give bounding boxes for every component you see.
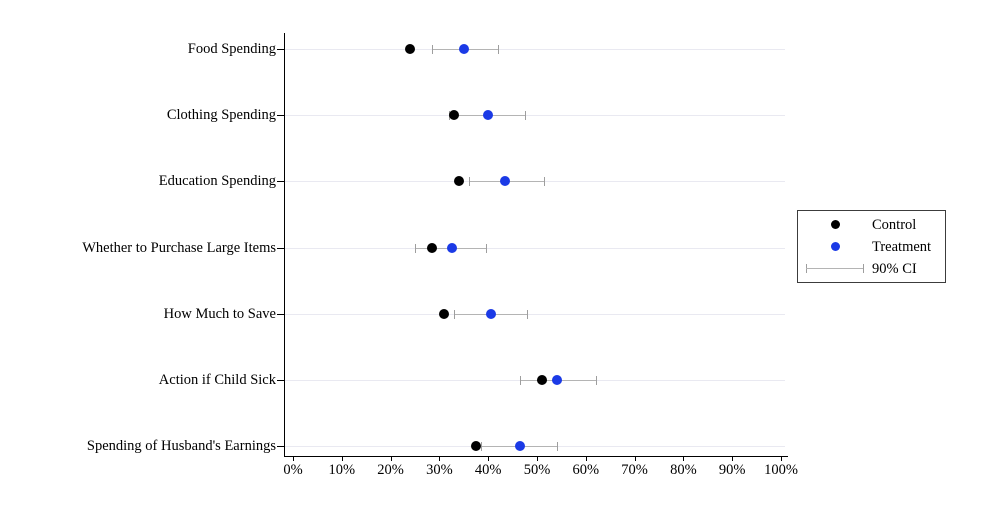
treatment-dot — [483, 110, 494, 121]
category-label: Education Spending — [158, 173, 276, 190]
x-tick — [732, 456, 734, 461]
x-tick — [488, 456, 490, 461]
category-label: Clothing Spending — [166, 107, 276, 124]
x-tick-label: 100% — [764, 462, 798, 478]
ci-cap-left — [454, 309, 456, 319]
x-tick-label: 70% — [621, 462, 648, 478]
ci-cap-left — [432, 45, 434, 54]
ci-cap-right — [524, 111, 526, 121]
legend-item-ci: 90% CI — [798, 258, 945, 280]
x-tick-label: 0% — [283, 462, 303, 478]
x-tick-label: 80% — [670, 462, 697, 478]
legend-item-control: Control — [798, 214, 945, 236]
y-tick — [277, 181, 284, 183]
y-tick — [277, 247, 284, 249]
ci-cap-right — [497, 45, 499, 54]
x-tick-label: 90% — [718, 462, 746, 478]
y-tick — [277, 313, 284, 315]
row-gridline — [284, 115, 785, 117]
legend-label-treatment: Treatment — [872, 238, 932, 255]
control-dot — [405, 44, 416, 54]
row-gridline — [284, 49, 785, 50]
x-axis-line — [284, 456, 788, 457]
x-tick — [390, 456, 392, 461]
x-tick-label: 30% — [426, 462, 453, 478]
x-tick — [341, 456, 343, 461]
treatment-dot — [446, 242, 457, 253]
legend: Control Treatment 90% CI — [797, 210, 946, 283]
ci-cap-right — [595, 375, 597, 385]
x-tick — [439, 456, 441, 461]
row-gridline — [284, 247, 785, 249]
x-tick — [781, 456, 782, 461]
x-tick-label: 40% — [474, 462, 502, 478]
legend-marker-col — [798, 220, 872, 229]
x-tick — [537, 456, 538, 461]
legend-label-control: Control — [872, 216, 917, 233]
legend-marker-col — [798, 264, 872, 273]
category-label: Food Spending — [187, 41, 276, 57]
control-dot — [453, 176, 464, 187]
treatment-dot — [500, 176, 511, 187]
treatment-dot-icon — [830, 242, 840, 251]
control-dot — [471, 441, 481, 452]
x-tick — [293, 456, 294, 461]
x-tick-label: 10% — [328, 462, 356, 478]
category-label: Spending of Husband's Earnings — [86, 438, 276, 455]
ci-cap-left — [468, 177, 470, 187]
y-tick — [277, 49, 284, 50]
control-dot — [536, 374, 547, 385]
category-label: Action if Child Sick — [158, 371, 276, 388]
control-dot — [439, 308, 450, 319]
ci-cap-left — [480, 442, 482, 452]
treatment-dot — [458, 44, 469, 54]
treatment-dot — [514, 441, 525, 452]
ci-cap-right — [556, 442, 558, 452]
legend-marker-col — [798, 242, 872, 251]
row-gridline — [284, 313, 785, 315]
control-dot — [427, 242, 438, 253]
ci-cap-right — [544, 177, 546, 187]
ci-cap-right — [485, 243, 487, 253]
x-tick-label: 50% — [523, 462, 551, 478]
control-dot — [449, 110, 460, 121]
x-tick — [683, 456, 685, 461]
y-tick — [277, 446, 284, 448]
treatment-dot — [485, 308, 496, 319]
x-tick-label: 60% — [572, 462, 600, 478]
ci-bar-icon — [806, 264, 864, 273]
x-tick-label: 20% — [377, 462, 404, 478]
legend-item-treatment: Treatment — [798, 236, 945, 258]
category-label: How Much to Save — [163, 305, 276, 322]
treatment-dot — [551, 374, 562, 385]
ci-cap-left — [415, 243, 416, 253]
control-dot-icon — [830, 220, 840, 229]
y-axis-line — [284, 33, 285, 456]
ci-cap-left — [519, 375, 521, 385]
legend-label-ci: 90% CI — [872, 260, 917, 277]
category-label: Whether to Purchase Large Items — [82, 239, 276, 256]
y-tick — [277, 379, 284, 381]
x-tick — [585, 456, 587, 461]
x-tick — [634, 456, 636, 461]
ci-cap-right — [527, 309, 529, 319]
y-tick — [277, 115, 284, 117]
